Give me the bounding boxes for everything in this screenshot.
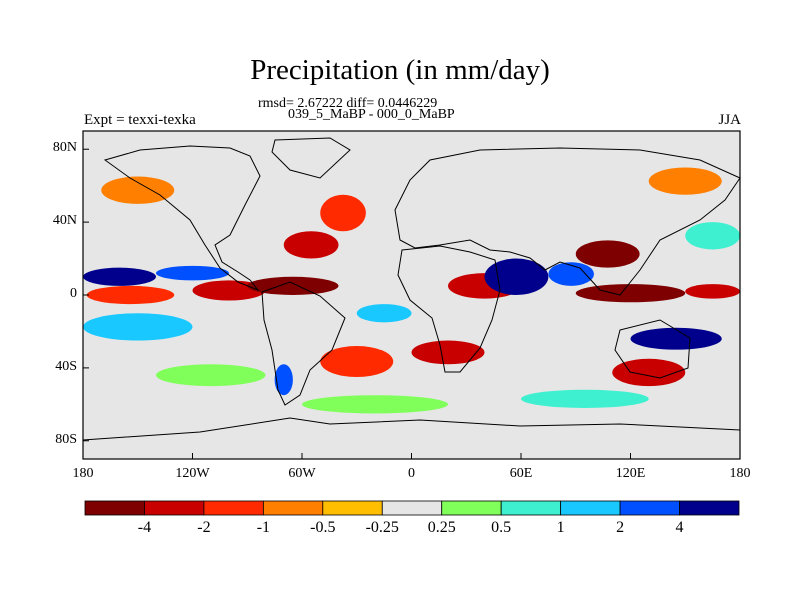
colorbar-swatch-1 [144,500,205,516]
precip-region-13 [101,176,175,204]
lon-label-4: 60E [509,466,533,481]
continent-outlines [82,137,741,441]
precip-region-0 [86,285,175,305]
lon-label-2: 60W [288,466,316,481]
precip-region-17 [630,327,722,350]
colorbar-label-3: -0.5 [310,519,336,536]
lat-label-3: 40S [55,358,77,374]
lon-label-6: 180 [729,466,751,481]
eurasia-outline [394,147,741,296]
lon-label-3: 0 [408,466,415,481]
colorbar-label-6: 0.5 [491,519,512,536]
colorbar-swatch-8 [560,500,621,516]
period-text: 039_5_MaBP - 000_0_MaBP [288,107,455,122]
lon-label-5: 120E [615,466,646,481]
precip-region-19 [156,364,266,387]
precip-region-25 [648,167,722,195]
precip-region-8 [484,258,549,295]
colorbar-swatch-9 [619,500,680,516]
greenland-outline [271,137,351,179]
precip-region-16 [612,358,686,387]
precip-region-7 [156,265,229,281]
precip-region-23 [685,222,740,250]
lat-label-2: 0 [70,286,77,301]
colorbar-swatch-10 [679,500,740,516]
lon-label-0: 180 [72,466,94,481]
colorbar-label-8: 2 [616,519,625,536]
precip-region-20 [302,395,448,414]
precip-region-11 [283,231,339,259]
colorbar-swatch-6 [441,500,502,516]
colorbar-label-2: -1 [256,519,271,536]
plot-title: Precipitation (in mm/day) [250,54,550,86]
africa-outline [397,245,501,373]
precip-region-21 [521,389,649,408]
precip-region-18 [274,364,293,396]
precip-region-6 [83,267,156,286]
colorbar-swatch-4 [322,500,383,516]
precip-region-2 [247,276,339,295]
north-america-outline [103,145,261,292]
precip-region-12 [320,194,366,232]
map-regions [83,167,740,414]
lat-label-4: 80S [55,431,77,447]
lat-label-0: 80N [52,140,77,156]
colorbar-label-9: 4 [675,519,684,536]
colorbar-label-4: -0.25 [365,519,399,536]
colorbar-label-0: -4 [137,519,152,536]
precip-region-15 [320,346,394,377]
colorbar-swatch-2 [203,500,264,516]
precip-region-5 [685,284,740,299]
lon-label-1: 120W [175,466,210,481]
precip-region-10 [575,240,640,268]
south-america-outline [261,281,346,406]
antarctica-outline [82,417,741,441]
colorbar-swatch-3 [262,500,324,516]
colorbar [84,500,740,516]
colorbar-label-5: 0.25 [427,519,456,536]
precip-region-4 [575,284,686,303]
colorbar-label-7: 1 [556,519,565,536]
colorbar-swatch-5 [381,500,443,516]
colorbar-label-1: -2 [197,519,211,536]
experiment-label: Expt = texxi-texka [84,112,196,128]
lat-label-1: 40N [52,213,77,229]
stats-text: rmsd= 2.67222 diff= 0.0446229 [258,96,438,111]
australia-outline [614,319,691,379]
precip-region-24 [356,304,412,323]
precip-region-14 [411,340,485,365]
colorbar-swatch-7 [500,500,562,516]
axis-ticks [82,148,741,459]
colorbar-swatch-0 [84,500,145,516]
precip-region-9 [548,262,594,286]
season-label: JJA [718,112,741,128]
precip-region-22 [83,313,193,341]
